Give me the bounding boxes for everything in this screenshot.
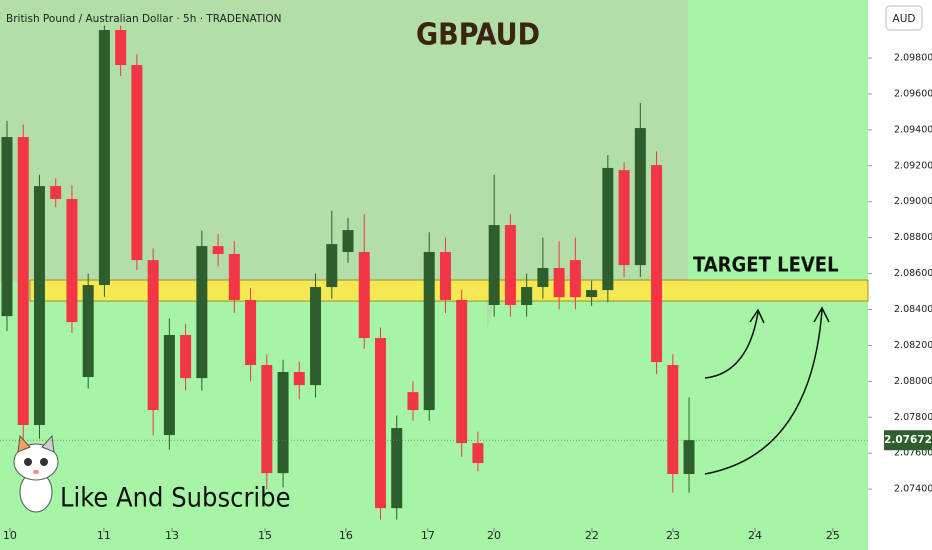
arrow-head bbox=[749, 308, 765, 324]
candle-body bbox=[634, 128, 646, 266]
candle-body bbox=[66, 199, 78, 323]
candle-body bbox=[374, 338, 386, 509]
cat-icon bbox=[13, 434, 59, 513]
candle-body bbox=[261, 364, 273, 474]
candle-body bbox=[651, 165, 663, 363]
target-label: TARGET LEVEL bbox=[693, 253, 839, 277]
y-tick-label: 2.09800 bbox=[894, 53, 932, 64]
x-tick-label: 16 bbox=[339, 529, 353, 542]
candle-body bbox=[602, 167, 614, 291]
candle-body bbox=[33, 186, 45, 425]
candle-body bbox=[196, 246, 208, 379]
x-tick-label: 11 bbox=[97, 529, 111, 542]
price-axis bbox=[868, 0, 932, 550]
arrow-curve bbox=[704, 309, 823, 475]
y-tick-label: 2.07400 bbox=[894, 484, 932, 495]
candle-body bbox=[310, 287, 322, 386]
candle-body bbox=[131, 65, 143, 261]
candle-body bbox=[212, 246, 224, 254]
candle-body bbox=[423, 252, 435, 411]
x-tick-label: 15 bbox=[258, 529, 272, 542]
y-tick-label: 2.07600 bbox=[894, 448, 932, 459]
candle-body bbox=[147, 260, 159, 411]
candle-body bbox=[586, 290, 598, 298]
arrow-curve bbox=[704, 311, 759, 379]
x-tick-label: 22 bbox=[585, 529, 599, 542]
candle-body bbox=[504, 225, 516, 305]
x-tick-label: 24 bbox=[748, 529, 762, 542]
x-tick-label: 20 bbox=[487, 529, 501, 542]
y-tick-label: 2.08800 bbox=[894, 232, 932, 243]
candle-body bbox=[277, 371, 289, 474]
shaded-region bbox=[0, 0, 688, 330]
plot bbox=[1, 25, 869, 520]
candle-body bbox=[439, 252, 451, 300]
x-tick-label: 23 bbox=[666, 529, 680, 542]
candle-body bbox=[115, 29, 127, 66]
chart-title: GBPAUD bbox=[416, 18, 540, 53]
y-tick-label: 2.08600 bbox=[894, 268, 932, 279]
candle-body bbox=[228, 253, 240, 300]
candle-body bbox=[82, 285, 94, 378]
currency-label: AUD bbox=[893, 13, 916, 25]
candle-body bbox=[50, 186, 62, 200]
candle-body bbox=[667, 364, 679, 475]
candle-body bbox=[163, 334, 175, 436]
y-tick-label: 2.07800 bbox=[894, 412, 932, 423]
candle-body bbox=[180, 334, 192, 379]
candle-body bbox=[358, 252, 370, 339]
candle-body bbox=[618, 170, 630, 266]
candle-body bbox=[391, 428, 403, 509]
y-tick-label: 2.09400 bbox=[894, 124, 932, 135]
last-price-label: 2.07672 bbox=[884, 434, 932, 446]
y-tick-label: 2.08200 bbox=[894, 340, 932, 351]
candle-body bbox=[245, 299, 257, 365]
y-tick-label: 2.09600 bbox=[894, 88, 932, 99]
x-tick-label: 10 bbox=[3, 529, 17, 542]
watermark: Like And Subscribe bbox=[60, 483, 291, 514]
candle-body bbox=[17, 137, 29, 425]
candle-body bbox=[488, 225, 500, 305]
candle-body bbox=[472, 443, 484, 464]
candle-body bbox=[456, 299, 468, 444]
candle-body bbox=[342, 230, 354, 253]
candle-body bbox=[407, 392, 419, 411]
candle-body bbox=[98, 29, 110, 286]
currency-box bbox=[885, 5, 923, 31]
candle-body bbox=[569, 260, 581, 298]
y-tick-label: 2.08000 bbox=[894, 376, 932, 387]
candle-body bbox=[537, 267, 549, 288]
candle-body bbox=[326, 244, 338, 288]
candle-body bbox=[683, 440, 695, 475]
x-tick-label: 13 bbox=[165, 529, 179, 542]
symbol-description: British Pound / Australian Dollar · 5h ·… bbox=[6, 13, 281, 25]
y-tick-label: 2.08400 bbox=[894, 304, 932, 315]
last-price-box bbox=[884, 430, 932, 451]
candle-body bbox=[553, 267, 565, 298]
x-tick-label: 25 bbox=[826, 529, 840, 542]
y-tick-label: 2.09200 bbox=[894, 160, 932, 171]
arrow-head bbox=[813, 306, 830, 323]
candle-body bbox=[293, 371, 305, 386]
candle-body bbox=[1, 137, 13, 317]
x-tick-label: 17 bbox=[421, 529, 435, 542]
y-tick-label: 2.09000 bbox=[894, 196, 932, 207]
candle-body bbox=[521, 287, 533, 305]
